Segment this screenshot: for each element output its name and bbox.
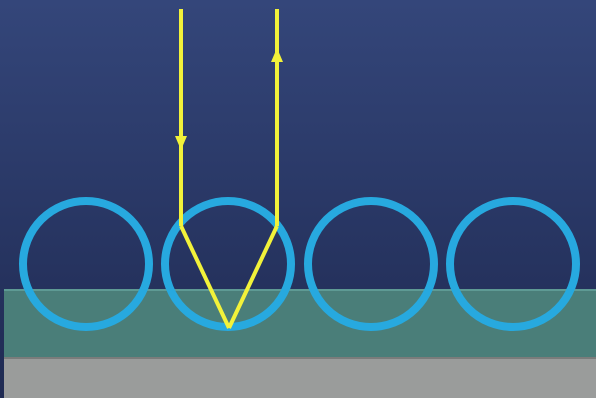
substrate xyxy=(4,358,596,398)
light-ray xyxy=(175,9,283,329)
arrow-up-icon xyxy=(271,48,283,62)
glass-bead-3 xyxy=(304,197,438,331)
glass-bead-1 xyxy=(19,197,153,331)
arrow-down-icon xyxy=(175,136,187,150)
refracted-ray-out xyxy=(227,225,279,329)
glass-beads xyxy=(19,197,580,331)
glass-bead-4 xyxy=(446,197,580,331)
refracted-ray-in xyxy=(179,225,231,329)
